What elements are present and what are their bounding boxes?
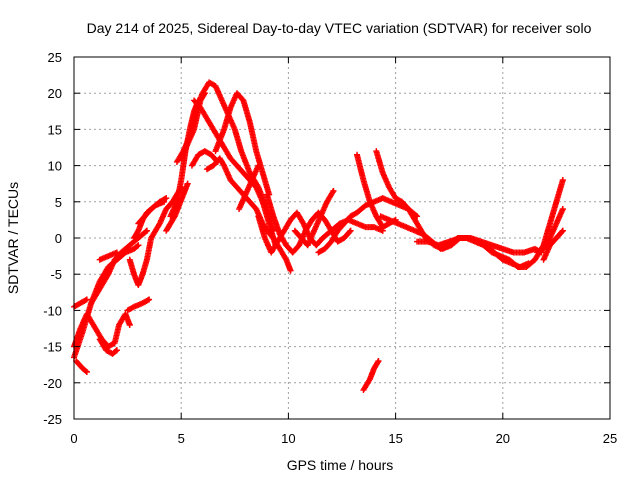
series-track-x [315, 195, 421, 256]
data-point-marker [375, 358, 382, 365]
series-track-r [212, 90, 273, 198]
y-tick-label: 20 [48, 86, 62, 101]
data-point-marker [82, 368, 89, 375]
x-tick-label: 10 [281, 431, 295, 446]
data-point-marker [346, 228, 353, 235]
x-axis-ticks: 0 5 10 15 20 25 [70, 57, 617, 446]
series-track-d [71, 311, 133, 350]
series-track-g [96, 249, 120, 263]
x-tick-label: 0 [70, 431, 77, 446]
series-track-v [263, 191, 354, 256]
y-tick-label: 5 [55, 195, 62, 210]
data-point-marker [347, 227, 354, 234]
series-track-c [73, 358, 90, 375]
data-point-marker [558, 228, 565, 235]
data-point-marker [113, 347, 120, 354]
data-point-marker [143, 227, 150, 234]
data-point-marker [112, 348, 119, 355]
y-tick-label: 25 [48, 50, 62, 65]
data-points [71, 79, 566, 394]
x-tick-label: 15 [388, 431, 402, 446]
data-point-marker [161, 195, 168, 202]
x-axis-label: GPS time / hours [287, 457, 394, 473]
series-track-aa [360, 358, 382, 394]
y-tick-label: -5 [50, 267, 62, 282]
data-point-marker [134, 243, 141, 250]
data-point-marker [559, 227, 566, 234]
data-point-marker [184, 180, 191, 187]
data-point-marker [113, 249, 120, 256]
data-point-marker [374, 359, 381, 366]
data-point-marker [255, 162, 262, 169]
series-track-k [135, 195, 170, 227]
series-track-ae [540, 227, 566, 263]
y-tick-label: -10 [43, 303, 62, 318]
series-track-f [96, 336, 120, 357]
data-point-marker [144, 297, 151, 304]
y-tick-label: 15 [48, 122, 62, 137]
chart-title: Day 214 of 2025, Sidereal Day-to-day VTE… [87, 20, 592, 36]
series-track-e [88, 227, 150, 307]
data-point-marker [142, 228, 149, 235]
y-axis-ticks: -25 -20 -15 -10 -5 0 5 10 15 20 25 [43, 50, 610, 427]
y-axis-label: SDTVAR / TECUs [5, 182, 21, 294]
x-tick-label: 25 [603, 431, 617, 446]
data-point-marker [135, 242, 142, 249]
data-point-marker [287, 267, 294, 274]
series-track-ab [377, 177, 566, 270]
x-tick-label: 5 [178, 431, 185, 446]
series-track-w [291, 187, 337, 249]
x-tick-label: 20 [496, 431, 510, 446]
y-tick-label: 0 [55, 231, 62, 246]
data-point-marker [163, 195, 170, 202]
series-track-ad [534, 206, 566, 256]
data-point-marker [82, 297, 89, 304]
series-track-t [236, 162, 262, 213]
data-point-marker [83, 296, 90, 303]
grid-lines [74, 57, 610, 419]
data-point-marker [146, 296, 153, 303]
data-point-marker [559, 177, 566, 184]
y-tick-label: 10 [48, 159, 62, 174]
series-track-h [124, 296, 153, 314]
series-track-ac [414, 235, 545, 256]
data-point-marker [559, 206, 566, 213]
data-point-marker [330, 187, 337, 194]
y-tick-label: -20 [43, 376, 62, 391]
series-track-o [173, 79, 277, 234]
y-tick-label: -15 [43, 340, 62, 355]
data-point-marker [126, 321, 133, 328]
y-tick-label: -25 [43, 412, 62, 427]
data-point-marker [83, 368, 90, 375]
